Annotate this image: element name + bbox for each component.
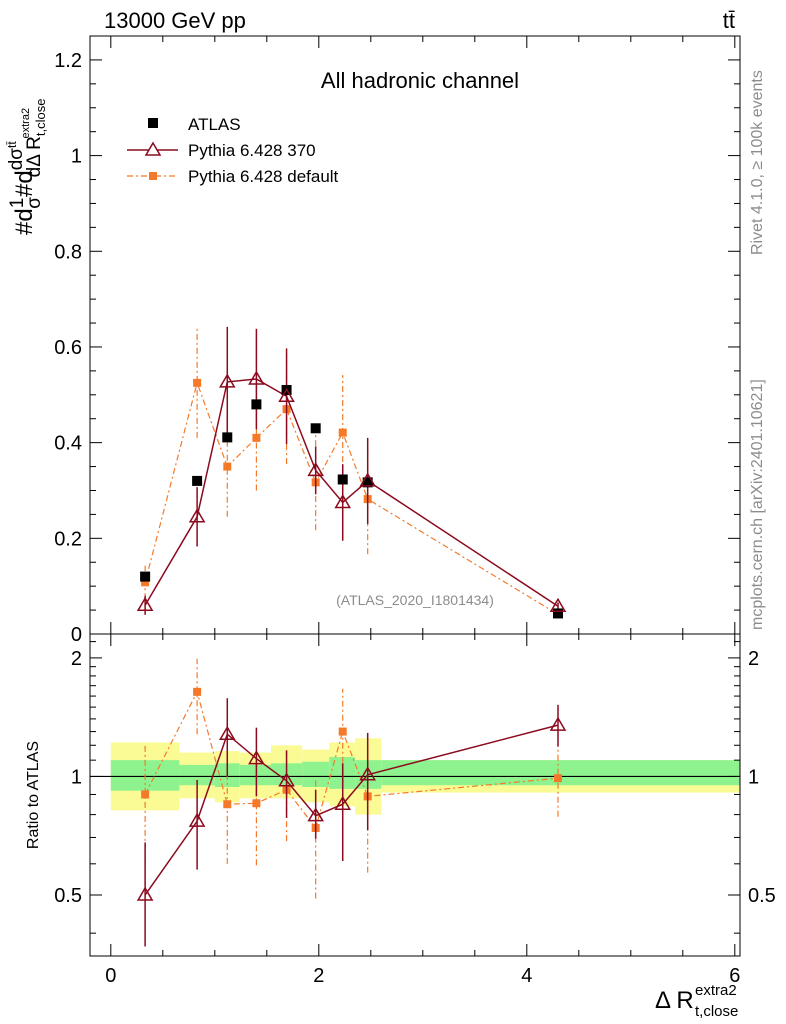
pythia-370-point <box>334 493 352 509</box>
pythia-default-point <box>338 428 347 437</box>
legend-marker-pythia-default <box>149 172 157 180</box>
ratio-frame <box>89 633 741 957</box>
ratio-y-axis-label: Ratio to ATLAS <box>25 741 42 849</box>
pythia-370-point <box>248 370 265 385</box>
ratio-inner-band <box>179 764 215 786</box>
ratio-pythia-default-point <box>193 687 202 696</box>
ratio-pythia-default-point <box>554 774 562 783</box>
main-y-tick-labels: 0 0.2 0.4 0.6 0.8 1 1.2 <box>54 50 82 646</box>
x-tick-label: 0 <box>105 965 116 987</box>
ratio-uncertainty-bands <box>90 738 740 815</box>
ratio-panel: 0.5 0.5 1 1 2 2 0 2 4 6 Ratio to ATLAS Δ R extra… <box>25 633 776 1020</box>
main-y-tick-label: 0 <box>71 624 82 646</box>
ratio-pythia-default-point <box>252 799 261 808</box>
process-label: tt̄ <box>723 8 735 33</box>
x-axis-label-text: Δ R <box>655 987 694 1014</box>
ratio-pythia-370-point <box>218 725 236 740</box>
legend-label-pythia-default: Pythia 6.428 default <box>188 167 339 186</box>
main-y-tick-label: 0.8 <box>54 241 82 263</box>
legend-entry-pythia-default: Pythia 6.428 default <box>127 167 339 186</box>
main-axis-ticks <box>90 35 740 635</box>
ratio-y-tick-label-right: 1 <box>748 766 759 788</box>
pythia-370-point <box>136 596 154 612</box>
atlas-data-point <box>140 571 151 582</box>
ratio-data-marks <box>136 658 567 947</box>
main-y-axis-label-text: #d1σ#ddσtt̄ dΔ Rt,closeextra2 <box>5 99 48 235</box>
ratio-y-tick-label: 0.5 <box>54 885 82 907</box>
main-data-marks <box>136 326 567 619</box>
ratio-y-tick-label: 1 <box>71 766 82 788</box>
atlas-data-point <box>337 474 348 485</box>
pythia-370-line <box>144 378 559 607</box>
legend-marker-pythia-370 <box>144 141 162 156</box>
main-y-tick-label: 0.6 <box>54 337 82 359</box>
energy-label: 13000 GeV pp <box>104 8 246 33</box>
ratio-pythia-370-point <box>359 766 376 781</box>
ratio-pythia-370-point <box>188 812 206 827</box>
rivet-version-label: Rivet 4.1.0, ≥ 100k events <box>749 70 766 255</box>
pythia-370-point <box>307 461 324 477</box>
pythia-default-point <box>193 378 202 387</box>
legend-label-atlas: ATLAS <box>188 115 241 134</box>
ratio-y-tick-label: 2 <box>71 648 82 670</box>
main-y-tick-label: 0.2 <box>54 528 82 550</box>
ratio-pythia-370-point <box>549 716 567 731</box>
atlas-data-point <box>251 399 262 410</box>
x-axis-label-subscript: t,close <box>695 1003 738 1020</box>
pythia-default-point <box>141 578 150 587</box>
chart-title: All hadronic channel <box>321 68 519 93</box>
pythia-default-point <box>223 462 232 471</box>
main-panel: 0 0.2 0.4 0.6 0.8 1 1.2 All hadronic channel (… <box>5 35 741 646</box>
ratio-pythia-default-point <box>338 727 347 736</box>
analysis-watermark: (ATLAS_2020_I1801434) <box>336 592 494 608</box>
pythia-370-point <box>188 508 206 523</box>
pythia-370-point <box>278 387 295 402</box>
pythia-default-point <box>252 433 261 442</box>
ratio-pythia-default-point <box>141 790 150 799</box>
main-y-tick-label: 1 <box>71 146 82 168</box>
atlas-data-point <box>192 475 203 486</box>
legend: ATLAS Pythia 6.428 370 Pythia 6.428 defa… <box>127 115 339 186</box>
ratio-y-tick-label-right: 2 <box>748 648 759 670</box>
x-axis-label: Δ R extra2 t,close <box>655 982 738 1020</box>
main-y-tick-label: 0.4 <box>54 433 82 455</box>
legend-marker-atlas <box>148 118 158 128</box>
ratio-pythia-370-point <box>248 750 265 765</box>
x-tick-labels: 0 2 4 6 <box>105 965 740 987</box>
atlas-data-point <box>222 432 233 443</box>
ratio-pythia-default-point <box>223 800 232 809</box>
ratio-pythia-370-point <box>307 807 324 822</box>
pythia-370-point <box>218 373 236 388</box>
atlas-data-point <box>362 477 373 488</box>
x-tick-label: 6 <box>729 965 740 987</box>
legend-entry-atlas: ATLAS <box>148 115 241 134</box>
atlas-data-point <box>553 608 563 619</box>
mcplots-reference-label: mcplots.cern.ch [arXiv:2401.10621] <box>749 379 766 630</box>
ratio-axis-ticks <box>90 634 740 956</box>
x-axis-label-superscript: extra2 <box>695 982 737 999</box>
pythia-370-point <box>359 472 376 487</box>
pythia-370-point <box>549 597 567 613</box>
legend-label-pythia-370: Pythia 6.428 370 <box>188 141 316 160</box>
ratio-pythia-370-point <box>136 886 154 901</box>
atlas-data-point <box>310 423 321 434</box>
x-tick-label: 4 <box>521 965 532 987</box>
main-y-tick-label: 1.2 <box>54 50 82 72</box>
ratio-pythia-370-point <box>334 795 352 810</box>
ratio-pythia-370-point <box>278 772 295 787</box>
legend-entry-pythia-370: Pythia 6.428 370 <box>127 141 316 160</box>
main-y-axis-label: #d1σ#ddσtt̄ dΔ Rt,closeextra2 <box>5 99 48 235</box>
ratio-inner-band <box>239 764 271 786</box>
x-tick-label: 2 <box>313 965 324 987</box>
ratio-y-tick-labels: 0.5 0.5 1 1 2 2 <box>54 648 776 907</box>
pythia-default-line <box>144 380 559 615</box>
ratio-y-tick-label-right: 0.5 <box>748 885 776 907</box>
